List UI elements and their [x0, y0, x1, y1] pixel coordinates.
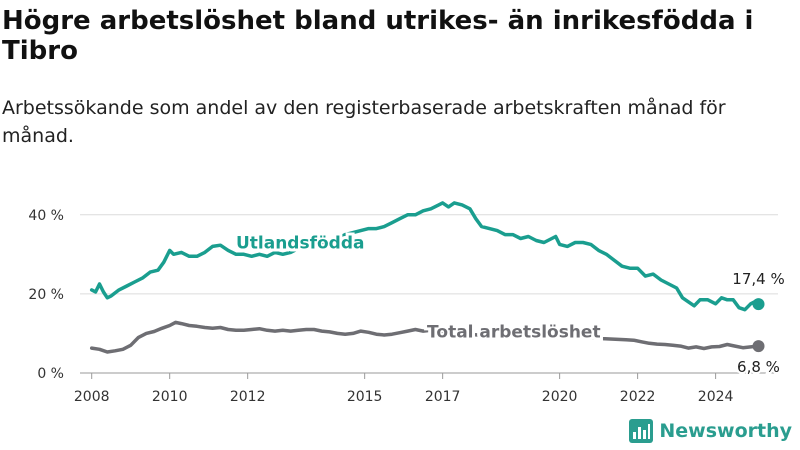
series-labels: 17,4 % 6,8 % Utlandsfödda Total arbetslöshe… [233, 230, 787, 378]
brand-name: Newsworthy [659, 420, 792, 442]
bar-chart-icon [629, 419, 654, 443]
series-end-label-1: 6,8 % [737, 358, 780, 376]
x-axis: 2008 2010 2012 2015 2017 2020 2022 2024 [74, 373, 734, 405]
series-layer [89, 201, 765, 354]
x-tick-label: 2017 [425, 389, 461, 405]
y-tick-label: 0 % [37, 366, 64, 382]
series-end-marker-1 [752, 340, 765, 353]
x-tick-label: 2012 [230, 389, 266, 405]
x-tick-label: 2008 [74, 389, 110, 405]
series-name-label-1: Total arbetslöshet [427, 322, 601, 342]
series-end-marker-0 [752, 298, 765, 311]
series-line-0 [89, 201, 761, 312]
brand-logo: Newsworthy [629, 418, 792, 444]
grid-lines [80, 214, 778, 374]
y-tick-label: 40 % [28, 208, 64, 224]
x-tick-label: 2010 [152, 389, 188, 405]
y-tick-label: 20 % [28, 287, 64, 303]
x-tick-label: 2020 [542, 389, 578, 405]
y-axis: 0 % 20 % 40 % [28, 208, 64, 382]
x-tick-label: 2015 [347, 389, 383, 405]
series-end-label-0: 17,4 % [732, 270, 784, 288]
series-name-label-0: Utlandsfödda [236, 233, 365, 253]
x-tick-label: 2024 [698, 389, 734, 405]
chart-subtitle: Arbetssökande som andel av den registerb… [2, 97, 726, 147]
x-tick-label: 2022 [620, 389, 656, 405]
chart-title: Högre arbetslöshet bland utrikes- än inr… [2, 6, 754, 66]
series-line-1 [89, 320, 761, 354]
